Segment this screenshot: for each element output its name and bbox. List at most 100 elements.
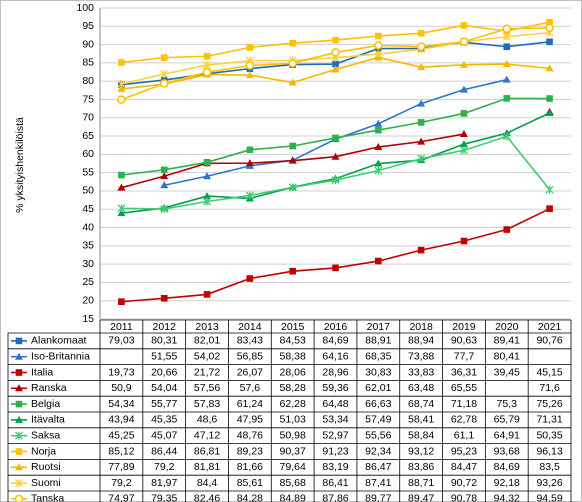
table-value: 45,35 bbox=[151, 414, 177, 426]
y-tick-label: 15 bbox=[82, 313, 94, 325]
table-value: 64,91 bbox=[494, 429, 520, 441]
table-value: 80,31 bbox=[151, 335, 177, 347]
marker bbox=[459, 60, 468, 68]
legend-label: Norja bbox=[31, 445, 56, 457]
table-value: 88,91 bbox=[365, 335, 391, 347]
table-value: 59,36 bbox=[322, 382, 348, 394]
marker bbox=[460, 237, 468, 245]
y-tick-label: 100 bbox=[76, 2, 94, 14]
marker bbox=[332, 264, 339, 272]
x-tick-label: 2021 bbox=[538, 321, 562, 333]
table-value: 85,12 bbox=[108, 445, 134, 457]
table-value: 93,26 bbox=[536, 477, 562, 489]
marker bbox=[460, 22, 468, 29]
table-value: 88,94 bbox=[408, 335, 434, 347]
legend-entry: Norja bbox=[11, 445, 56, 457]
marker bbox=[202, 67, 212, 77]
marker bbox=[502, 24, 512, 34]
marker bbox=[288, 59, 297, 68]
marker bbox=[160, 69, 169, 78]
table-value: 74,97 bbox=[108, 493, 134, 502]
table-value: 88,71 bbox=[408, 477, 434, 489]
table-value: 90,76 bbox=[536, 335, 562, 347]
legend-label: Italia bbox=[31, 366, 53, 378]
marker bbox=[374, 142, 383, 150]
table-value: 81,97 bbox=[151, 477, 177, 489]
x-tick-label: 2011 bbox=[110, 321, 133, 333]
table-value: 54,02 bbox=[194, 350, 220, 362]
table-value: 85,68 bbox=[280, 477, 306, 489]
marker bbox=[331, 65, 340, 73]
marker bbox=[416, 42, 426, 51]
marker bbox=[460, 110, 468, 117]
marker bbox=[15, 352, 23, 360]
x-tick-label: 2017 bbox=[367, 321, 391, 333]
y-tick-label: 20 bbox=[82, 294, 94, 306]
table-value: 84,28 bbox=[237, 493, 263, 502]
marker bbox=[417, 63, 426, 71]
marker bbox=[203, 158, 211, 166]
marker bbox=[289, 39, 296, 47]
marker bbox=[502, 60, 511, 68]
x-tick-label: 2012 bbox=[153, 321, 177, 333]
table-value: 45,25 bbox=[108, 429, 134, 441]
table-value: 39,45 bbox=[494, 366, 520, 378]
table-value: 58,41 bbox=[408, 414, 434, 426]
marker bbox=[417, 29, 425, 37]
table-value: 68,35 bbox=[365, 350, 391, 362]
marker bbox=[245, 159, 254, 167]
table-value: 19,73 bbox=[108, 366, 134, 378]
marker bbox=[203, 172, 212, 180]
marker bbox=[331, 48, 340, 57]
marker bbox=[503, 226, 511, 233]
table-value: 21,72 bbox=[194, 366, 220, 378]
marker bbox=[545, 64, 554, 72]
legend-label: Itävalta bbox=[31, 414, 65, 426]
marker bbox=[374, 159, 383, 167]
legend-entry: Saksa bbox=[11, 429, 60, 441]
table-value: 57,6 bbox=[240, 382, 261, 394]
marker bbox=[15, 415, 23, 423]
y-tick-label: 90 bbox=[82, 38, 94, 50]
legend-label: Belgia bbox=[31, 398, 60, 410]
marker bbox=[502, 32, 511, 41]
marker bbox=[289, 142, 296, 150]
table-value: 84,69 bbox=[494, 461, 520, 473]
table-value: 65,55 bbox=[451, 382, 477, 394]
table-value: 64,48 bbox=[322, 398, 348, 410]
table-value: 62,28 bbox=[280, 398, 306, 410]
marker bbox=[160, 204, 169, 213]
x-tick-label: 2014 bbox=[238, 321, 262, 333]
table-value: 52,97 bbox=[322, 429, 348, 441]
table-value: 36,31 bbox=[451, 366, 477, 378]
table-value: 65,79 bbox=[494, 414, 520, 426]
marker bbox=[459, 85, 468, 93]
table-value: 28,06 bbox=[280, 366, 306, 378]
table-value: 71,18 bbox=[451, 398, 477, 410]
table-value: 51,03 bbox=[280, 414, 306, 426]
table-value: 83,19 bbox=[322, 461, 348, 473]
table-value: 77,7 bbox=[454, 350, 475, 362]
legend-label: Suomi bbox=[31, 477, 61, 489]
table-value: 62,01 bbox=[365, 382, 391, 394]
table-value: 47,12 bbox=[194, 429, 220, 441]
legend-entry: Iso-Britannia bbox=[11, 350, 90, 362]
table-value: 30,83 bbox=[365, 366, 391, 378]
marker bbox=[160, 181, 169, 189]
table-value: 58,84 bbox=[408, 429, 434, 441]
table-value: 66,63 bbox=[365, 398, 391, 410]
table-value: 48,76 bbox=[237, 429, 263, 441]
table-value: 93,12 bbox=[408, 445, 434, 457]
table-value: 90,63 bbox=[451, 335, 477, 347]
y-tick-label: 45 bbox=[82, 203, 94, 215]
legend-entry: Suomi bbox=[11, 477, 61, 489]
marker bbox=[417, 246, 425, 254]
table-value: 54,04 bbox=[151, 382, 177, 394]
marker bbox=[203, 192, 212, 200]
table-value: 89,77 bbox=[365, 493, 391, 502]
marker bbox=[15, 431, 23, 440]
table-value: 82,46 bbox=[194, 493, 220, 502]
marker bbox=[15, 463, 23, 471]
marker bbox=[459, 130, 468, 138]
table-value: 90,78 bbox=[451, 493, 477, 502]
